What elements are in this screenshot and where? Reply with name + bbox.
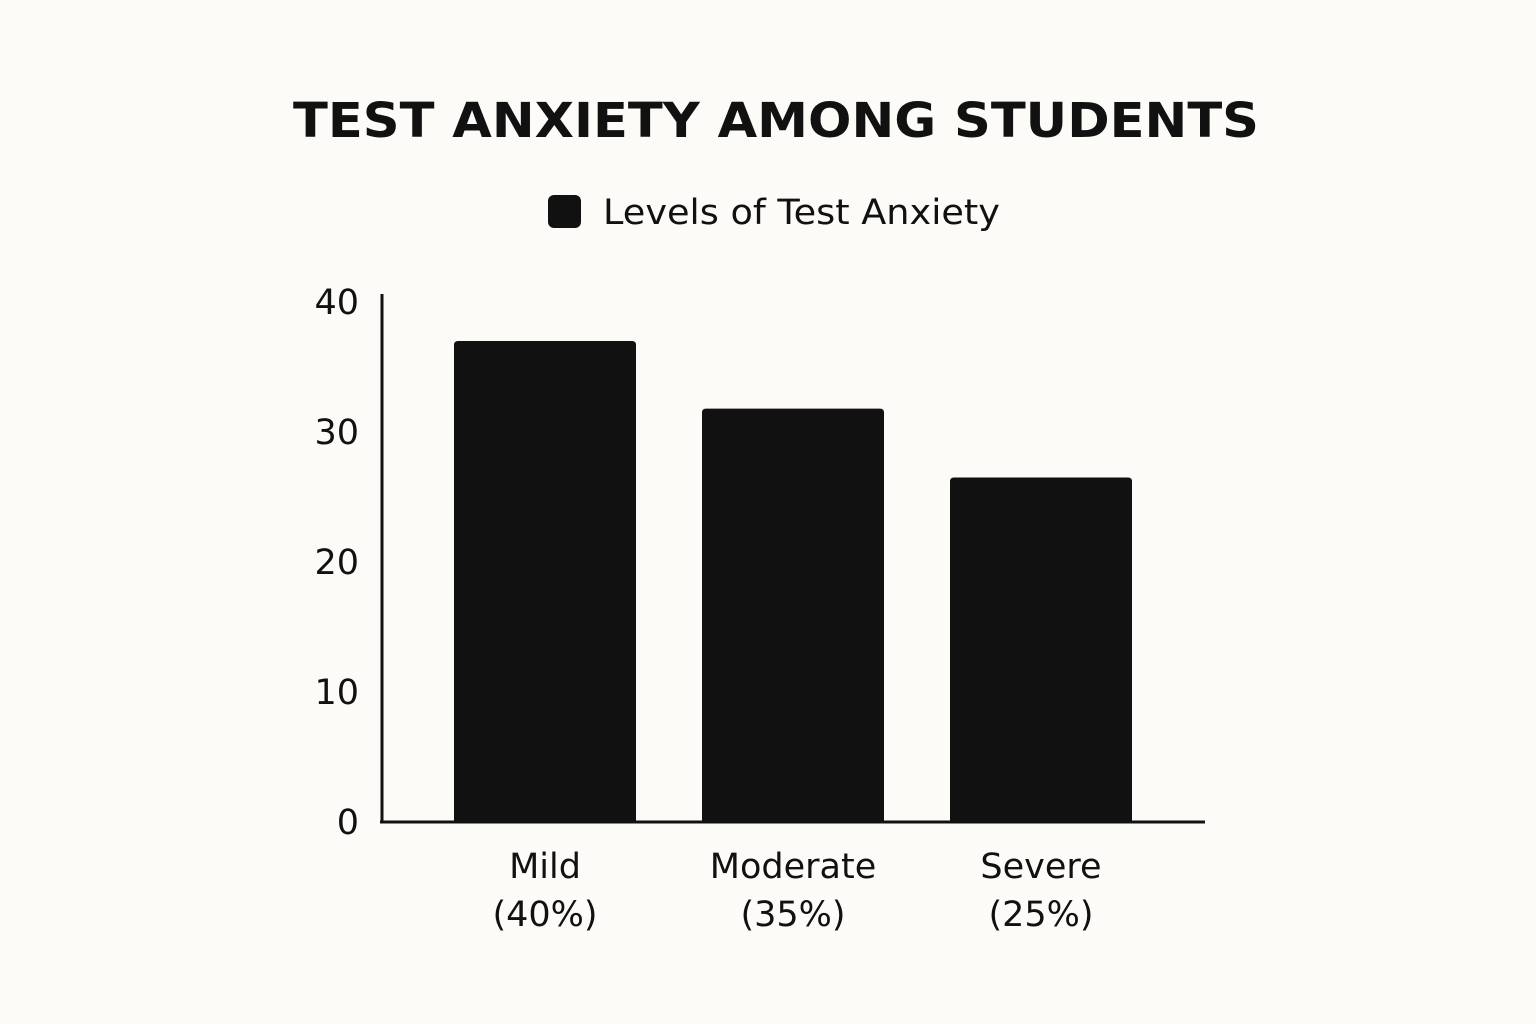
- legend-swatch: [548, 195, 581, 228]
- x-axis-labels: Mild (40%) Moderate (35%) Severe (25%): [492, 847, 1101, 935]
- y-tick-label: 40: [314, 283, 359, 323]
- x-category-label: Moderate: [710, 847, 876, 887]
- x-category-percent: (40%): [492, 895, 597, 935]
- y-axis-ticks: 0 10 20 30 40: [314, 283, 359, 843]
- y-tick-label: 10: [314, 673, 359, 713]
- y-tick-label: 0: [337, 803, 359, 843]
- legend: Levels of Test Anxiety: [548, 193, 1000, 233]
- bar-severe: [950, 477, 1132, 822]
- bar-mild: [454, 341, 636, 822]
- y-tick-label: 30: [314, 413, 359, 453]
- x-category-label: Mild: [509, 847, 581, 887]
- chart-title: TEST ANXIETY AMONG STUDENTS: [293, 93, 1259, 149]
- x-category-label: Severe: [980, 847, 1101, 887]
- legend-label: Levels of Test Anxiety: [603, 193, 1000, 233]
- bars: [454, 341, 1132, 822]
- bar-moderate: [702, 408, 884, 822]
- x-category-percent: (25%): [988, 895, 1093, 935]
- x-category-percent: (35%): [740, 895, 845, 935]
- y-tick-label: 20: [314, 543, 359, 583]
